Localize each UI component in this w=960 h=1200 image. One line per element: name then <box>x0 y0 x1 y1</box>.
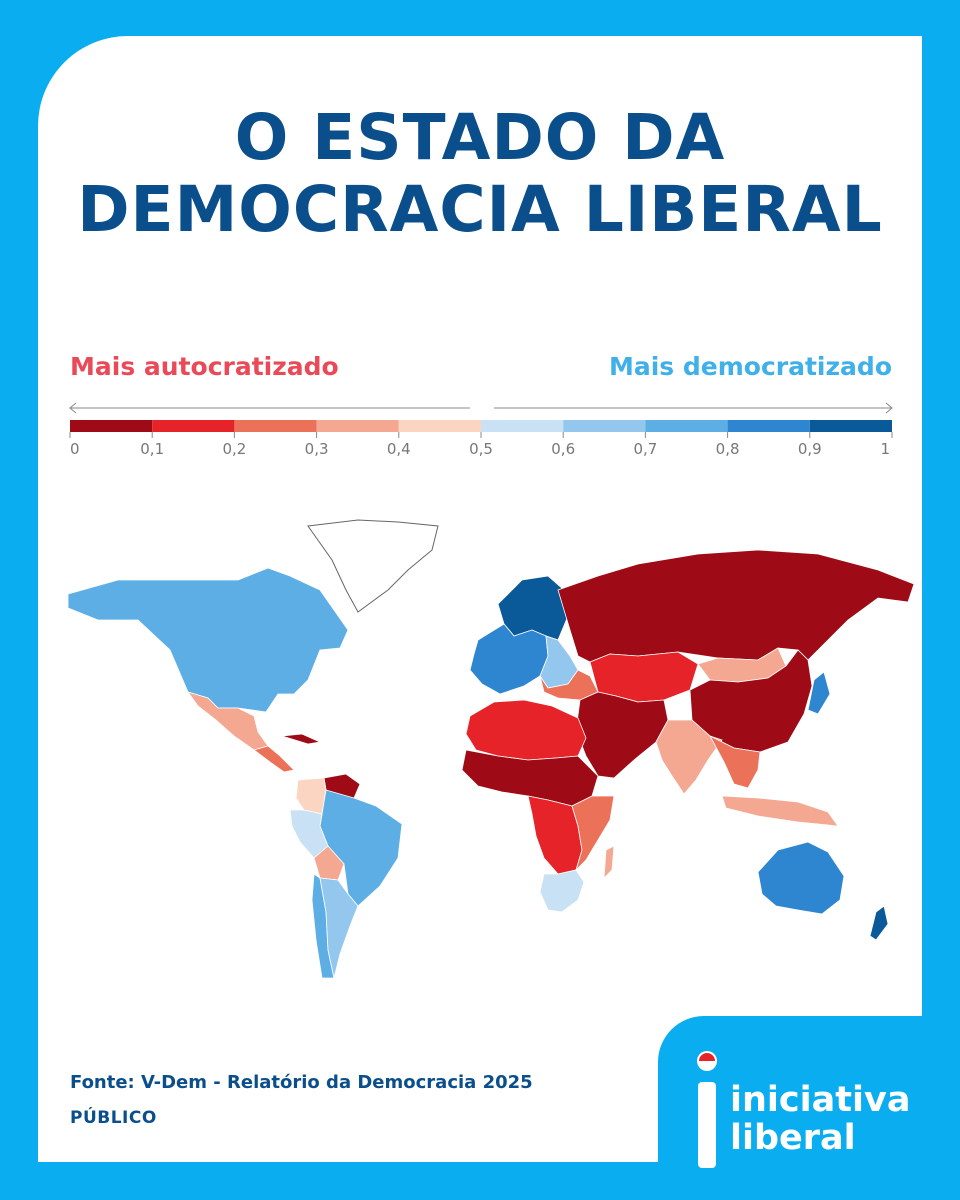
scale-tick-label: 0,6 <box>551 440 575 458</box>
logo-text-line-1: iniciativa <box>730 1080 911 1120</box>
infographic-card: O ESTADO DA DEMOCRACIA LIBERAL Mais auto… <box>38 36 922 1162</box>
page-title: O ESTADO DA DEMOCRACIA LIBERAL <box>38 102 922 246</box>
scale-swatch <box>70 420 153 432</box>
scale-tick-label: 0,5 <box>469 440 493 458</box>
country-southeast-asia <box>709 735 761 789</box>
scale-tick-label: 0,1 <box>140 440 164 458</box>
brand-logo: iniciativa liberal <box>658 1016 960 1200</box>
scale-swatch <box>316 420 399 432</box>
country-india <box>655 719 723 795</box>
country-bolivia <box>313 845 345 881</box>
source-note: Fonte: V-Dem - Relatório da Democracia 2… <box>70 1072 533 1093</box>
country-argentina <box>319 877 359 979</box>
scale-swatch <box>152 420 235 432</box>
logo-i-icon <box>697 1051 717 1168</box>
country-new-zealand <box>869 905 889 941</box>
autocratized-label: Mais autocratizado <box>70 352 339 381</box>
country-australia <box>757 841 845 915</box>
country-balkans <box>539 669 599 701</box>
arrow-left <box>69 402 470 414</box>
country-north-africa <box>465 699 587 761</box>
country-east-africa <box>571 795 615 871</box>
country-russia <box>557 549 915 663</box>
country-indonesia <box>721 795 839 827</box>
democratized-label: Mais democratizado <box>608 352 892 381</box>
logo-text-line-2: liberal <box>730 1118 856 1158</box>
scale-tick-label: 0,3 <box>305 440 329 458</box>
country-southern-africa <box>539 869 585 913</box>
scale-tick-label: 0,9 <box>798 440 822 458</box>
country-central-america <box>253 745 295 773</box>
scale-swatch <box>398 420 481 432</box>
scale-tick-label: 1 <box>880 440 890 458</box>
scale-tick-label: 0 <box>70 440 80 458</box>
country-colombia <box>295 777 327 815</box>
scale-swatch <box>645 420 728 432</box>
scale-tick-label: 0,2 <box>222 440 246 458</box>
color-scale-legend: 0 0,1 0,2 0,3 0,4 0,5 0,6 0,7 0,8 0,9 1 <box>69 402 893 458</box>
country-madagascar <box>603 845 615 880</box>
scale-swatch <box>234 420 317 432</box>
scale-swatch <box>481 420 564 432</box>
title-line-1: O ESTADO DA <box>234 101 726 174</box>
country-western-europe <box>469 623 549 695</box>
title-line-2: DEMOCRACIA LIBERAL <box>77 173 883 246</box>
scale-swatch <box>727 420 810 432</box>
world-map <box>67 519 915 979</box>
scale-tick-label: 0,8 <box>716 440 740 458</box>
scale-swatch <box>809 420 892 432</box>
country-mexico <box>186 691 269 751</box>
scale-tick-label: 0,7 <box>633 440 657 458</box>
country-greenland <box>307 519 439 613</box>
scale-swatch <box>563 420 646 432</box>
scale-tick-label: 0,4 <box>387 440 411 458</box>
publication-credit: PÚBLICO <box>70 1108 157 1128</box>
country-middle-east <box>575 691 669 779</box>
country-cuba <box>281 733 322 745</box>
arrow-right <box>494 402 893 414</box>
country-north-america <box>67 567 349 713</box>
country-japan <box>807 671 831 715</box>
